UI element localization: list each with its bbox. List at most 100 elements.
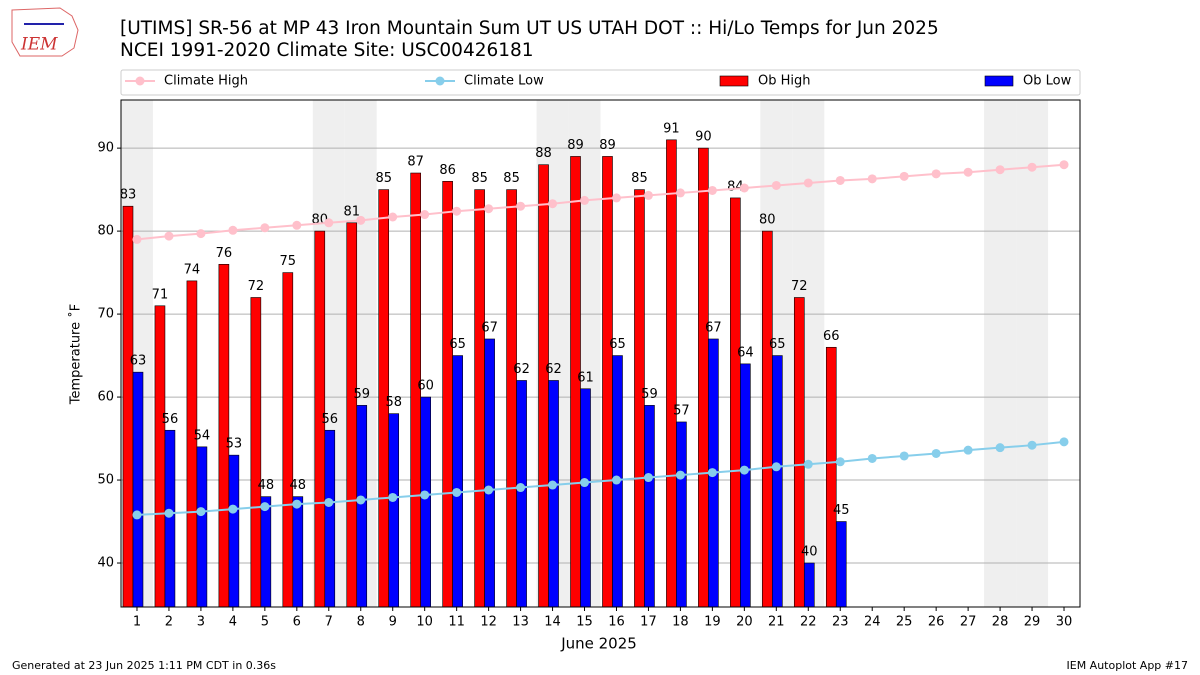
logo-outline: [11, 7, 79, 57]
marker: [995, 443, 1005, 453]
data-label: 48: [290, 478, 307, 493]
data-label: 85: [631, 171, 648, 186]
legend-box: [120, 69, 1081, 96]
bar: [825, 346, 837, 608]
data-label: 57: [673, 403, 690, 418]
bar: [356, 405, 368, 608]
x-tick-label: 24: [864, 615, 881, 630]
data-label: 66: [823, 329, 840, 344]
data-label: 85: [375, 171, 392, 186]
marker: [260, 223, 270, 233]
x-tick-label: 21: [768, 615, 785, 630]
marker: [292, 220, 302, 230]
bar: [196, 446, 208, 608]
x-tick-label: 12: [480, 615, 497, 630]
marker: [452, 487, 462, 497]
bar: [506, 189, 517, 608]
weekend-shade: [1016, 100, 1049, 607]
x-tick-label: 19: [704, 615, 721, 630]
marker: [132, 510, 142, 520]
bar: [250, 297, 262, 608]
marker: [356, 215, 366, 225]
y-tick-label: 50: [97, 473, 114, 488]
bar: [346, 222, 358, 608]
marker: [707, 468, 717, 478]
x-tick-label: 29: [1024, 615, 1041, 630]
data-label: 60: [417, 379, 434, 394]
marker: [1059, 437, 1069, 447]
x-tick-label: 28: [992, 615, 1009, 630]
marker: [803, 178, 813, 188]
x-tick-label: 18: [672, 615, 689, 630]
bar: [282, 272, 294, 608]
bar: [666, 139, 677, 608]
bar: [474, 189, 485, 608]
legend-label: Ob High: [758, 74, 811, 89]
marker: [771, 180, 781, 190]
bar: [516, 380, 527, 608]
data-label: 90: [695, 130, 712, 145]
footer-left: Generated at 23 Jun 2025 1:11 PM CDT in …: [12, 659, 276, 672]
marker: [420, 210, 430, 220]
data-label: 40: [801, 545, 818, 560]
bar: [580, 388, 591, 608]
data-label: 48: [258, 478, 275, 493]
x-tick-label: 13: [512, 615, 529, 630]
bar: [388, 413, 400, 608]
bar: [676, 421, 687, 608]
x-tick-label: 3: [197, 615, 205, 630]
bar: [740, 363, 751, 608]
data-label: 91: [663, 121, 680, 136]
data-label: 85: [503, 171, 520, 186]
data-label: 87: [407, 155, 424, 170]
marker: [548, 199, 558, 209]
data-label: 88: [535, 146, 552, 161]
marker: [643, 473, 653, 483]
legend-label: Climate High: [164, 74, 248, 89]
marker: [388, 492, 398, 502]
marker: [580, 195, 590, 205]
marker: [963, 445, 973, 455]
bar: [186, 280, 198, 608]
data-label: 84: [727, 179, 744, 194]
marker: [963, 167, 973, 177]
y-tick-label: 60: [97, 390, 114, 405]
marker: [899, 171, 909, 181]
data-label: 56: [322, 412, 339, 427]
data-label: 72: [791, 279, 808, 294]
chart-subtitle: NCEI 1991-2020 Climate Site: USC00426181: [120, 40, 534, 61]
data-label: 65: [449, 337, 466, 352]
bar: [228, 454, 240, 608]
marker: [835, 457, 845, 467]
bar: [452, 355, 463, 608]
marker: [643, 190, 653, 200]
marker: [324, 497, 334, 507]
data-label: 89: [599, 138, 616, 153]
marker: [260, 502, 270, 512]
legend-marker: [135, 76, 145, 86]
x-tick-label: 9: [389, 615, 397, 630]
marker: [164, 508, 174, 518]
bar: [132, 371, 144, 608]
bar: [762, 230, 773, 608]
bar: [548, 380, 559, 608]
marker: [611, 193, 621, 203]
data-label: 58: [385, 395, 402, 410]
x-tick-label: 16: [608, 615, 625, 630]
x-tick-label: 10: [416, 615, 433, 630]
bar: [324, 429, 336, 608]
y-axis-label: Temperature ˚F: [68, 304, 84, 405]
data-label: 80: [759, 213, 776, 228]
marker: [132, 234, 142, 244]
x-tick-label: 30: [1056, 615, 1073, 630]
marker: [867, 174, 877, 184]
data-label: 45: [833, 503, 850, 518]
bar: [644, 405, 655, 608]
bar: [538, 164, 549, 608]
legend-marker: [435, 76, 445, 86]
data-label: 71: [152, 287, 169, 302]
x-tick-label: 22: [800, 615, 817, 630]
y-tick-label: 80: [97, 224, 114, 239]
x-tick-label: 15: [576, 615, 593, 630]
